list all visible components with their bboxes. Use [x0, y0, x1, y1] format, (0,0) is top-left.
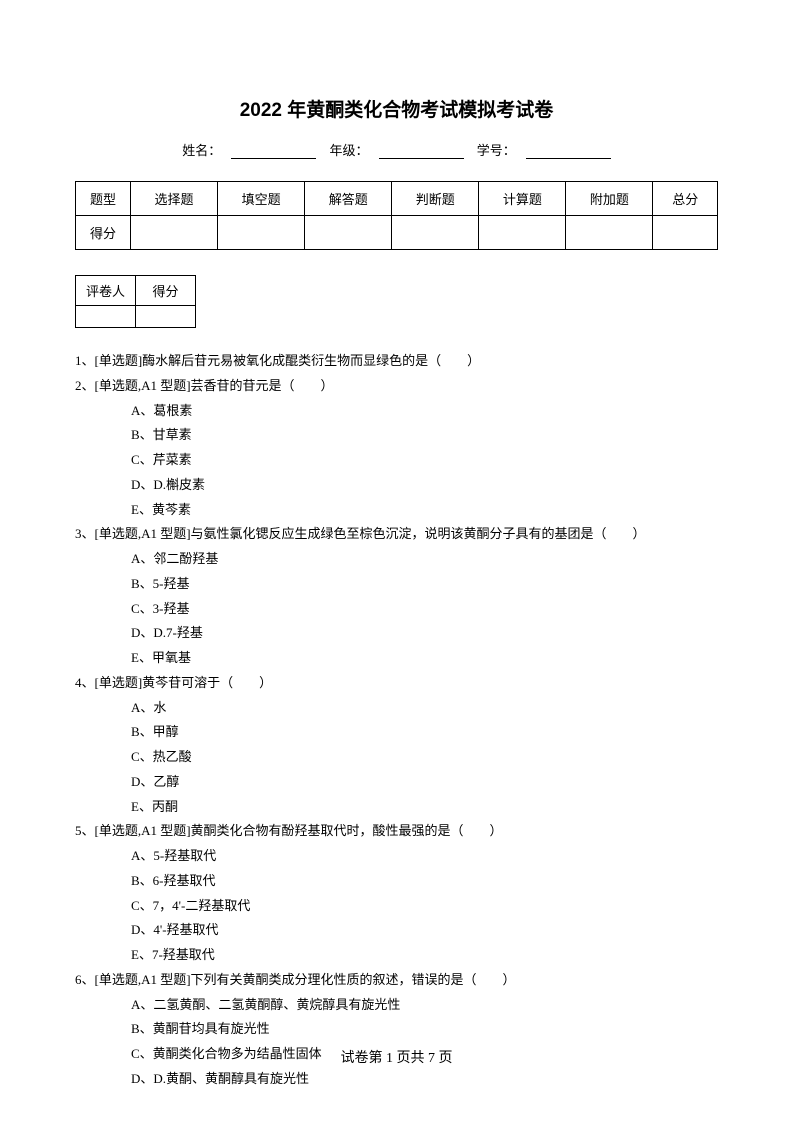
questions-container: 1、[单选题]酶水解后苷元易被氧化成醌类衍生物而显绿色的是（ ）2、[单选题,A…: [75, 350, 718, 1091]
question-option: C、7，4'-二羟基取代: [75, 895, 718, 918]
score-header: 选择题: [131, 182, 218, 216]
question-option: A、邻二酚羟基: [75, 548, 718, 571]
grader-table: 评卷人 得分: [75, 275, 196, 328]
score-table: 题型 选择题 填空题 解答题 判断题 计算题 附加题 总分 得分: [75, 181, 718, 250]
exam-title: 2022 年黄酮类化合物考试模拟考试卷: [75, 95, 718, 122]
question-option: E、丙酮: [75, 796, 718, 819]
grade-blank: [379, 145, 464, 159]
grader-cell: [76, 306, 136, 328]
question-option: E、黄芩素: [75, 499, 718, 522]
score-cell: [131, 216, 218, 250]
question-option: D、D.槲皮素: [75, 474, 718, 497]
score-cell: [566, 216, 653, 250]
question-option: B、5-羟基: [75, 573, 718, 596]
question-option: B、甘草素: [75, 424, 718, 447]
grader-header: 评卷人: [76, 276, 136, 306]
id-blank: [526, 145, 611, 159]
question-option: C、热乙酸: [75, 746, 718, 769]
student-info-row: 姓名： 年级： 学号：: [75, 140, 718, 159]
question-option: D、D.黄酮、黄酮醇具有旋光性: [75, 1068, 718, 1091]
question-item: 1、[单选题]酶水解后苷元易被氧化成醌类衍生物而显绿色的是（ ）: [75, 350, 718, 373]
question-item: 5、[单选题,A1 型题]黄酮类化合物有酚羟基取代时，酸性最强的是（ ）: [75, 820, 718, 843]
question-option: D、乙醇: [75, 771, 718, 794]
score-cell: [392, 216, 479, 250]
question-item: 3、[单选题,A1 型题]与氨性氯化锶反应生成绿色至棕色沉淀，说明该黄酮分子具有…: [75, 523, 718, 546]
question-option: A、葛根素: [75, 400, 718, 423]
question-option: E、7-羟基取代: [75, 944, 718, 967]
score-cell: [305, 216, 392, 250]
table-row: [76, 306, 196, 328]
question-option: D、4'-羟基取代: [75, 919, 718, 942]
question-option: D、D.7-羟基: [75, 622, 718, 645]
score-cell: [479, 216, 566, 250]
score-header: 题型: [76, 182, 131, 216]
score-header: 判断题: [392, 182, 479, 216]
question-option: E、甲氧基: [75, 647, 718, 670]
score-cell: [653, 216, 718, 250]
id-label: 学号：: [477, 143, 516, 158]
score-header: 解答题: [305, 182, 392, 216]
question-option: C、芹菜素: [75, 449, 718, 472]
question-option: B、甲醇: [75, 721, 718, 744]
question-item: 6、[单选题,A1 型题]下列有关黄酮类成分理化性质的叙述，错误的是（ ）: [75, 969, 718, 992]
table-row: 评卷人 得分: [76, 276, 196, 306]
question-option: A、二氢黄酮、二氢黄酮醇、黄烷醇具有旋光性: [75, 994, 718, 1017]
grade-label: 年级：: [329, 143, 368, 158]
grader-header: 得分: [136, 276, 196, 306]
score-header: 总分: [653, 182, 718, 216]
table-row: 题型 选择题 填空题 解答题 判断题 计算题 附加题 总分: [76, 182, 718, 216]
page-footer: 试卷第 1 页共 7 页: [0, 1047, 793, 1067]
score-header: 计算题: [479, 182, 566, 216]
score-header: 填空题: [218, 182, 305, 216]
question-option: A、5-羟基取代: [75, 845, 718, 868]
score-row-label: 得分: [76, 216, 131, 250]
name-blank: [231, 145, 316, 159]
question-option: B、黄酮苷均具有旋光性: [75, 1018, 718, 1041]
question-option: B、6-羟基取代: [75, 870, 718, 893]
score-header: 附加题: [566, 182, 653, 216]
name-label: 姓名：: [182, 143, 221, 158]
question-option: C、3-羟基: [75, 598, 718, 621]
score-cell: [218, 216, 305, 250]
question-option: A、水: [75, 697, 718, 720]
question-item: 4、[单选题]黄芩苷可溶于（ ）: [75, 672, 718, 695]
question-item: 2、[单选题,A1 型题]芸香苷的苷元是（ ）: [75, 375, 718, 398]
grader-cell: [136, 306, 196, 328]
table-row: 得分: [76, 216, 718, 250]
